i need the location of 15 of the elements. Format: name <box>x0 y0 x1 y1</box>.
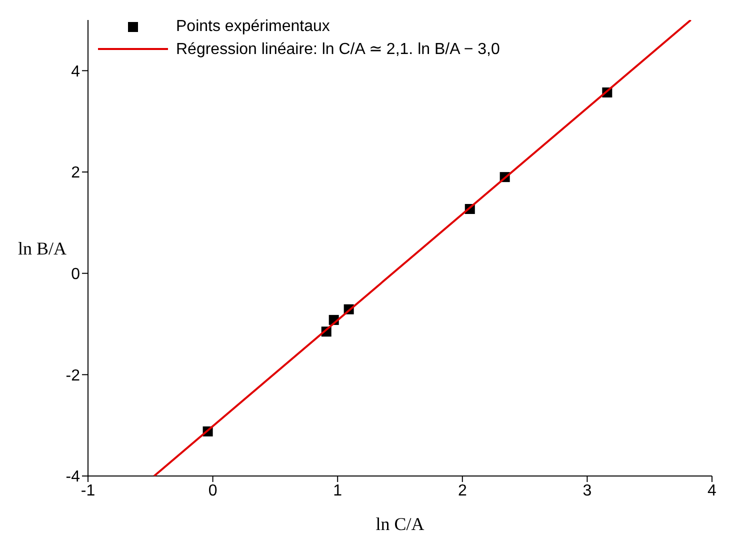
x-tick-label: 4 <box>708 482 717 500</box>
y-tick-label: -4 <box>66 468 80 486</box>
y-axis-title: ln B/A <box>18 238 67 258</box>
y-tick-label: 0 <box>71 266 80 284</box>
x-tick-label: 1 <box>333 482 342 500</box>
y-tick-label: 2 <box>71 164 80 182</box>
x-axis-title: ln C/A <box>376 514 424 534</box>
y-tick-label: 4 <box>71 63 80 80</box>
y-tick-label: -2 <box>66 367 80 384</box>
legend-label: Régression linéaire: ln C/A ≃ 2,1. ln B/A − 3,0 <box>176 39 500 59</box>
x-tick-label: 2 <box>458 482 467 500</box>
x-tick-label: 3 <box>582 482 592 500</box>
x-tick-label: 0 <box>208 482 218 500</box>
legend-label: Points expérimentaux <box>176 18 330 36</box>
x-tick-label: -1 <box>80 482 96 500</box>
